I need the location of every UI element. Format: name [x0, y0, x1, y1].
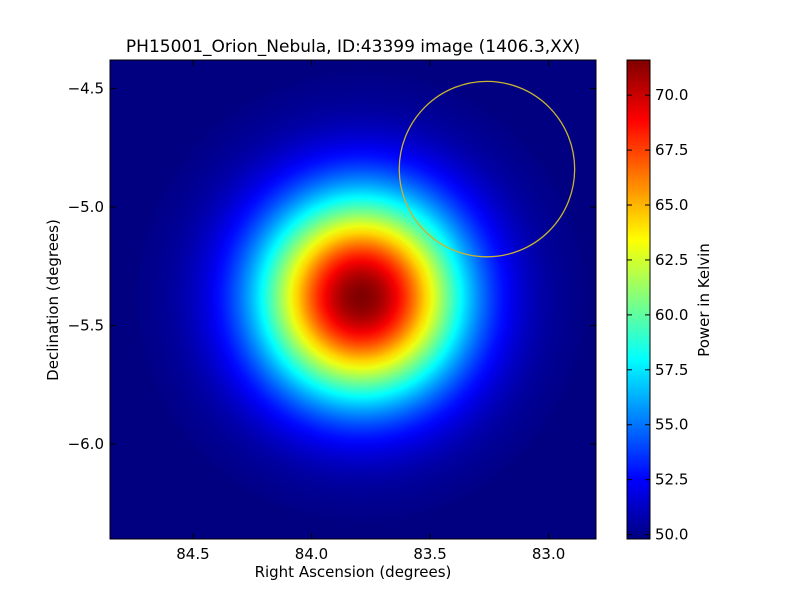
x-tick-label: 84.0: [295, 545, 328, 563]
y-tick-label: −4.5: [68, 79, 104, 97]
colorbar-tick-label: 62.5: [655, 251, 688, 269]
x-tick-label: 83.5: [413, 545, 446, 563]
colorbar-tick-label: 55.0: [655, 416, 688, 434]
x-axis-label: Right Ascension (degrees): [255, 563, 452, 581]
colorbar-tick-label: 67.5: [655, 141, 688, 159]
x-axis-ticks: 84.5 84.0 83.5 83.0: [176, 60, 565, 563]
y-tick-label: −5.5: [68, 317, 104, 335]
chart-title: PH15001_Orion_Nebula, ID:43399 image (14…: [126, 37, 580, 57]
colorbar-tick-label: 50.0: [655, 526, 688, 544]
plot-area: [110, 60, 596, 539]
y-axis-label: Declination (degrees): [44, 219, 62, 381]
colorbar: [626, 59, 651, 540]
x-tick-label: 84.5: [176, 545, 209, 563]
colorbar-label: Power in Kelvin: [695, 243, 713, 357]
colorbar-tick-label: 70.0: [655, 86, 688, 104]
y-tick-label: −5.0: [68, 198, 104, 216]
overlay-circle: [398, 80, 576, 258]
y-tick-label: −6.0: [68, 435, 104, 453]
y-axis-ticks: −4.5 −5.0 −5.5 −6.0: [68, 79, 596, 453]
colorbar-ticks: 50.0 52.5 55.0 57.5 60.0 62.5 65.0 67.5 70.0: [627, 86, 688, 544]
colorbar-tick-label: 65.0: [655, 196, 688, 214]
heatmap-source: [110, 60, 596, 539]
plot-frame: [109, 59, 597, 540]
colorbar-tick-label: 52.5: [655, 471, 688, 489]
colorbar-tick-label: 57.5: [655, 361, 688, 379]
x-tick-label: 83.0: [532, 545, 565, 563]
colorbar-tick-label: 60.0: [655, 306, 688, 324]
